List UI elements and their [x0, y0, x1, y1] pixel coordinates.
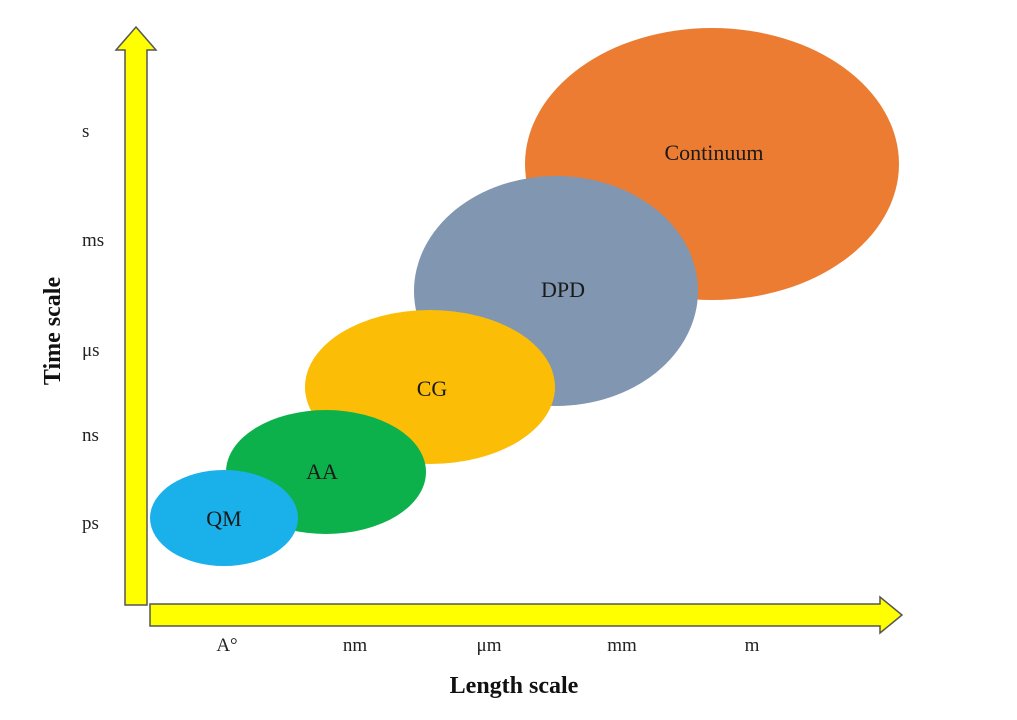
y-tick-s: s: [82, 121, 89, 142]
region-label-aa: AA: [306, 459, 338, 484]
x-tick-um: μm: [477, 635, 502, 656]
x-tick-m: m: [745, 635, 760, 656]
y-tick-us: μs: [82, 340, 100, 361]
region-label-qm: QM: [206, 506, 241, 531]
x-axis-arrow: [149, 595, 904, 635]
x-tick-angstrom: A°: [216, 635, 237, 656]
region-label-cg: CG: [417, 376, 448, 401]
y-tick-ns: ns: [82, 425, 99, 446]
x-tick-mm: mm: [607, 635, 637, 656]
x-axis-title: Length scale: [450, 673, 579, 699]
y-tick-ms: ms: [82, 230, 104, 251]
region-label-continuum: Continuum: [664, 140, 763, 165]
y-axis-title: Time scale: [40, 277, 66, 386]
x-tick-nm: nm: [343, 635, 368, 656]
y-tick-ps: ps: [82, 513, 99, 534]
y-axis-arrow: [114, 25, 158, 606]
region-qm: [150, 470, 298, 566]
region-label-dpd: DPD: [541, 277, 585, 302]
